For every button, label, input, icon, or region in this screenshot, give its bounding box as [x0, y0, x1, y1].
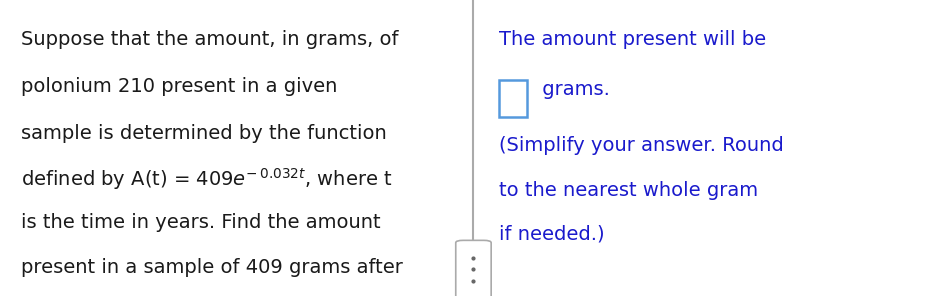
Text: The amount present will be: The amount present will be [499, 30, 766, 49]
Text: defined by A(t) = 409$e^{-\,0.032t}$, where t: defined by A(t) = 409$e^{-\,0.032t}$, wh… [21, 166, 392, 192]
Bar [499, 80, 527, 117]
Text: if needed.): if needed.) [499, 225, 604, 244]
Text: present in a sample of 409 grams after: present in a sample of 409 grams after [21, 258, 403, 276]
FancyBboxPatch shape [456, 240, 491, 296]
Text: (Simplify your answer. Round: (Simplify your answer. Round [499, 136, 784, 155]
Text: is the time in years. Find the amount: is the time in years. Find the amount [21, 213, 380, 232]
Text: sample is determined by the function: sample is determined by the function [21, 124, 386, 143]
Text: polonium 210 present in a given: polonium 210 present in a given [21, 77, 336, 96]
Text: to the nearest whole gram: to the nearest whole gram [499, 181, 758, 200]
Text: grams.: grams. [536, 80, 610, 99]
Text: Suppose that the amount, in grams, of: Suppose that the amount, in grams, of [21, 30, 398, 49]
